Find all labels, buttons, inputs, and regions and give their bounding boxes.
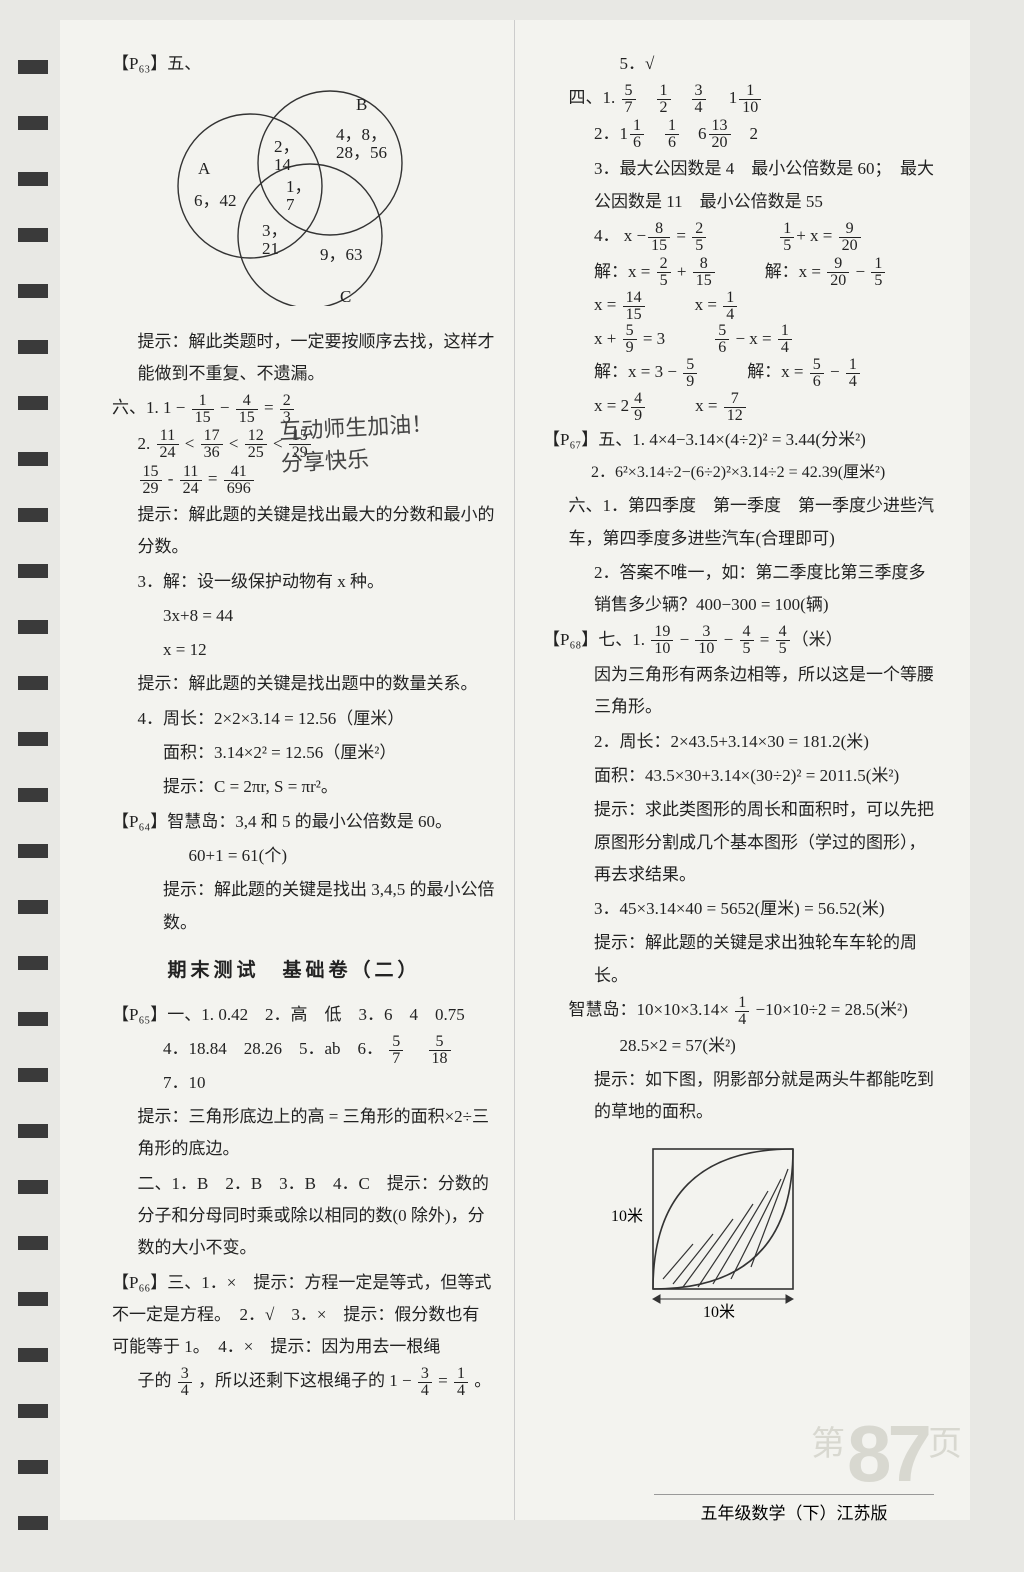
svg-text:C: C xyxy=(340,287,351,306)
svg-text:A: A xyxy=(198,159,211,178)
svg-text:10米: 10米 xyxy=(611,1207,643,1225)
svg-text:4，8，28，56: 4，8，28，56 xyxy=(336,125,387,162)
p66-tag: 【P₆₆】三、1．× xyxy=(112,1267,236,1299)
svg-text:3，21: 3，21 xyxy=(262,221,288,258)
left-column: 【P₆₃】五、 A B C 6，42 4，8，28，56 9，63 2，14 3… xyxy=(60,20,515,1520)
p65-tag: 【P₆₅】一、1. xyxy=(112,999,214,1031)
svg-text:6，42: 6，42 xyxy=(194,191,237,210)
footer: 五年级数学（下）江苏版 xyxy=(654,1494,934,1524)
p67-tag: 【P₆₇】五、1. xyxy=(543,424,645,456)
venn-diagram: A B C 6，42 4，8，28，56 9，63 2，14 3，21 1，7 xyxy=(140,86,430,306)
svg-text:B: B xyxy=(356,95,367,114)
leaf-diagram: 10米 10米 xyxy=(603,1139,942,1330)
svg-text:1，7: 1，7 xyxy=(286,177,312,214)
tip: 提示：解此题的关键是找出最大的分数和最小的分数。 xyxy=(112,499,496,564)
p68-tag: 【P₆₈】七、1. xyxy=(543,624,645,656)
tip: 提示：解此类题时，一定要按顺序去找，这样才能做到不重复、不遗漏。 xyxy=(112,326,496,391)
p64-tag: 【P₆₄】智慧岛 xyxy=(112,806,218,838)
p63-tag: 【P₆₃】五、 xyxy=(112,48,201,80)
section-title: 期末测试 基础卷（二） xyxy=(92,953,496,989)
six-3a: 3．解：设一级保护动物有 x 种。 xyxy=(112,566,496,598)
six-1: 六、1. 1 − 115 − 415 = 23 xyxy=(112,392,496,426)
six-2: 2. 1124 < 1736 < 1225 < 1529 xyxy=(112,428,496,462)
page-number: 第87页 xyxy=(811,1408,964,1500)
svg-text:10米: 10米 xyxy=(703,1303,735,1319)
svg-text:9，63: 9，63 xyxy=(320,245,363,264)
svg-text:2，14: 2，14 xyxy=(274,137,300,174)
right-column: 5．√ 四、1. 57 12 34 1110 2．116 16 61320 2 … xyxy=(515,20,970,1520)
